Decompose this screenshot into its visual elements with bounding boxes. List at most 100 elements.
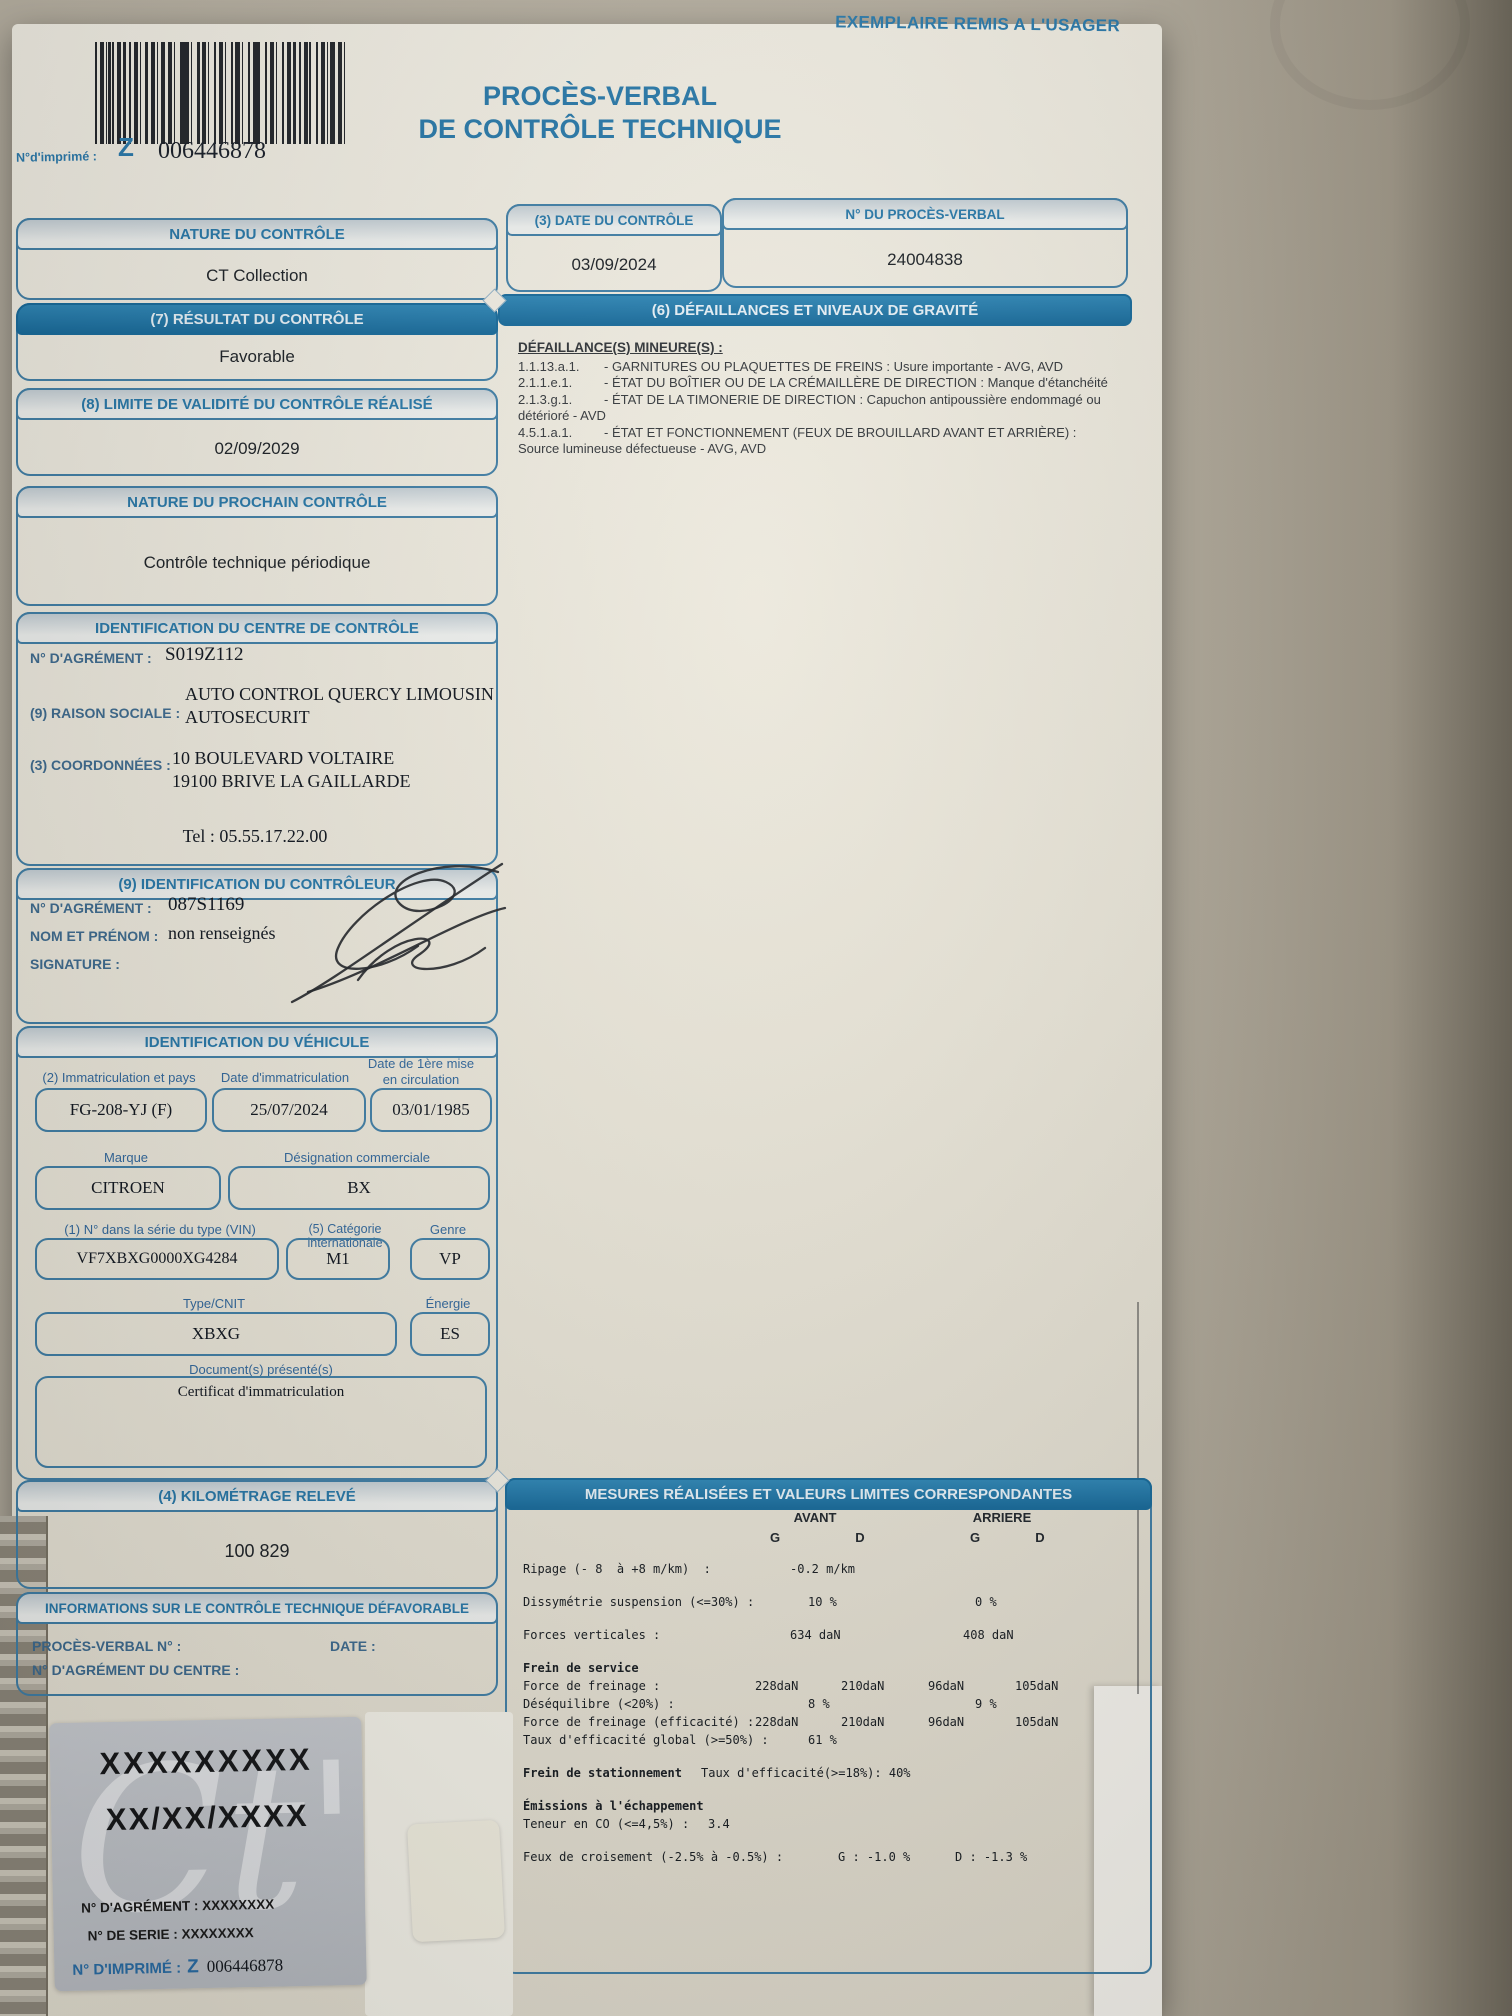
controleur-agrement-label: N° D'AGRÉMENT :	[30, 900, 152, 916]
measure-value: Taux d'efficacité(>=18%): 40%	[701, 1766, 911, 1780]
prochain-controle-box: NATURE DU PROCHAIN CONTRÔLE Contrôle tec…	[16, 486, 498, 606]
measure-value: 8 %	[808, 1697, 830, 1711]
radiator-edge	[0, 1516, 48, 2016]
numero-pv-header: N° DU PROCÈS-VERBAL	[722, 198, 1128, 230]
type-label: Type/CNIT	[182, 1296, 246, 1311]
controleur-nom-value: non renseignés	[168, 923, 276, 943]
measure-row: Frein de service	[523, 1661, 639, 1675]
inspection-report-sheet	[12, 24, 1162, 2016]
marque-field: CITROEN	[35, 1166, 221, 1210]
defect-subtitle: DÉFAILLANCE(S) MINEURE(S) :	[518, 340, 723, 355]
prochain-controle-value: Contrôle technique périodique	[143, 553, 371, 572]
prochain-controle-header: NATURE DU PROCHAIN CONTRÔLE	[16, 486, 498, 518]
date-controle-box: (3) DATE DU CONTRÔLE 03/09/2024	[506, 204, 722, 292]
defect-item: 2.1.1.e.1. - ÉTAT DU BOÎTIER OU DE LA CRÉ…	[518, 375, 1108, 390]
validite-box: (8) LIMITE DE VALIDITÉ DU CONTRÔLE RÉALI…	[16, 388, 498, 476]
date-immat-field: 25/07/2024	[212, 1088, 366, 1132]
date-controle-header: (3) DATE DU CONTRÔLE	[506, 204, 722, 236]
measure-value: 61 %	[808, 1733, 837, 1747]
controleur-agrement-value: 087S1169	[168, 894, 245, 915]
sticker-line1: XXXXXXXXX	[99, 1741, 313, 1782]
centre-box: IDENTIFICATION DU CENTRE DE CONTRÔLE	[16, 612, 498, 866]
measure-row: Taux d'efficacité global (>=50%) :61 %	[523, 1733, 837, 1747]
print-number-value: 006446878	[158, 138, 266, 164]
col-arriere-d: D	[1035, 1530, 1045, 1545]
measure-rows: Ripage (- 8 à +8 m/km) : -0.2 m/km Dissymé…	[523, 1562, 1138, 1868]
genre-field: VP	[410, 1238, 490, 1280]
measure-row: Ripage (- 8 à +8 m/km) : -0.2 m/km	[523, 1562, 856, 1576]
controleur-nom-label: NOM ET PRÉNOM :	[30, 928, 159, 944]
sticker-serie: N° DE SERIE : XXXXXXXX	[87, 1925, 254, 1944]
measure-value: 408 daN	[963, 1628, 1014, 1642]
documents-field: Certificat d'immatriculation	[35, 1376, 487, 1468]
energie-field: ES	[410, 1312, 490, 1356]
designation-field: BX	[228, 1166, 490, 1210]
measure-value: G : -1.0 %	[838, 1850, 911, 1864]
document-title: PROCÈS-VERBAL DE CONTRÔLE TECHNIQUE	[378, 80, 822, 146]
centre-coordonnees-label: (3) COORDONNÉES :	[30, 757, 171, 773]
kilometrage-box: (4) KILOMÉTRAGE RELEVÉ 100 829	[16, 1480, 498, 1589]
defaillances-header: (6) DÉFAILLANCES ET NIVEAUX DE GRAVITÉ	[498, 294, 1132, 326]
centre-tel: Tel : 05.55.17.22.00	[182, 826, 328, 846]
measure-value: 3.4	[708, 1817, 730, 1831]
measure-row: Forces verticales :634 daN 408 daN	[523, 1628, 1014, 1642]
blank-label	[406, 1819, 506, 1943]
documents-label: Document(s) présenté(s)	[189, 1362, 333, 1377]
resultat-value: Favorable	[219, 347, 295, 366]
col-arriere-g: G	[969, 1530, 981, 1545]
control-sticker: Ct' XXXXXXXXX XX/XX/XXXX N° D'AGRÉMENT :…	[49, 1716, 367, 1992]
infos-agrement-label: N° D'AGRÉMENT DU CENTRE :	[32, 1662, 240, 1678]
infos-defavorable-header: INFORMATIONS SUR LE CONTRÔLE TECHNIQUE D…	[16, 1592, 498, 1624]
measure-value: 0 %	[975, 1595, 997, 1609]
measure-value: 634 daN	[790, 1628, 841, 1642]
controleur-header: (9) IDENTIFICATION DU CONTRÔLEUR	[16, 868, 498, 900]
immat-label: (2) Immatriculation et pays	[42, 1070, 196, 1085]
date-circ-field: 03/01/1985	[370, 1088, 492, 1132]
resultat-box: (7) RÉSULTAT DU CONTRÔLE Favorable	[16, 303, 498, 381]
measure-value: 105daN	[1015, 1679, 1059, 1693]
sticker-imprime: N° D'IMPRIMÉ : Z 006446878	[72, 1954, 283, 1980]
sticker-imprime-number: 006446878	[206, 1955, 284, 1977]
barcode	[95, 42, 345, 144]
sticker-imprime-label: N° D'IMPRIMÉ :	[72, 1959, 182, 1979]
defect-item: 1.1.13.a.1. - GARNITURES OU PLAQUETTES DE…	[518, 358, 1063, 374]
print-number-prefix: Z	[118, 132, 134, 162]
title-line2: DE CONTRÔLE TECHNIQUE	[418, 114, 782, 144]
immat-field: FG-208-YJ (F)	[35, 1088, 207, 1132]
measure-value: 210daN	[841, 1715, 885, 1729]
col-avant: AVANT	[793, 1510, 837, 1525]
col-arriere: ARRIERE	[972, 1510, 1032, 1525]
wall-mark	[1270, 0, 1470, 110]
print-number-label: N°d'imprimé :	[15, 149, 98, 165]
measure-value: 228daN	[755, 1715, 799, 1729]
defect-item: 4.5.1.a.1. - ÉTAT ET FONCTIONNEMENT (FEUX…	[518, 424, 1077, 457]
measure-row: Dissymétrie suspension (<=30%) :10 % 0 %	[523, 1595, 997, 1609]
sticker-imprime-prefix: Z	[186, 1956, 199, 1978]
signature-scribble	[290, 862, 507, 1004]
centre-header: IDENTIFICATION DU CENTRE DE CONTRÔLE	[16, 612, 498, 644]
mesures-header: MESURES RÉALISÉES ET VALEURS LIMITES COR…	[505, 1478, 1152, 1510]
infos-pv-label: PROCÈS-VERBAL N° :	[32, 1638, 182, 1654]
kilometrage-value: 100 829	[224, 1541, 290, 1561]
col-avant-g: G	[769, 1530, 781, 1545]
type-field: XBXG	[35, 1312, 397, 1356]
date-controle-value: 03/09/2024	[571, 255, 657, 274]
categorie-field: M1	[286, 1238, 390, 1280]
measure-row: Déséquilibre (<20%) :8 % 9 %	[523, 1697, 997, 1711]
measure-value: D : -1.3 %	[955, 1850, 1028, 1864]
infos-defavorable-box: INFORMATIONS SUR LE CONTRÔLE TECHNIQUE D…	[16, 1592, 498, 1696]
numero-pv-value: 24004838	[887, 250, 963, 269]
marque-label: Marque	[103, 1150, 149, 1165]
nature-controle-value: CT Collection	[206, 266, 308, 285]
measure-row: Feux de croisement (-2.5% à -0.5%) :G : …	[523, 1850, 1028, 1864]
vehicule-header: IDENTIFICATION DU VÉHICULE	[16, 1026, 498, 1058]
validite-value: 02/09/2029	[214, 439, 300, 458]
kilometrage-header: (4) KILOMÉTRAGE RELEVÉ	[16, 1480, 498, 1512]
designation-label: Désignation commerciale	[284, 1150, 430, 1165]
measure-value: 9 %	[975, 1697, 997, 1711]
date-immat-label: Date d'immatriculation	[220, 1070, 350, 1085]
ct-watermark: Ct'	[69, 1719, 363, 1959]
sticker-line2: XX/XX/XXXX	[105, 1797, 309, 1838]
date-circ-label1: Date de 1ère mise	[367, 1056, 475, 1071]
